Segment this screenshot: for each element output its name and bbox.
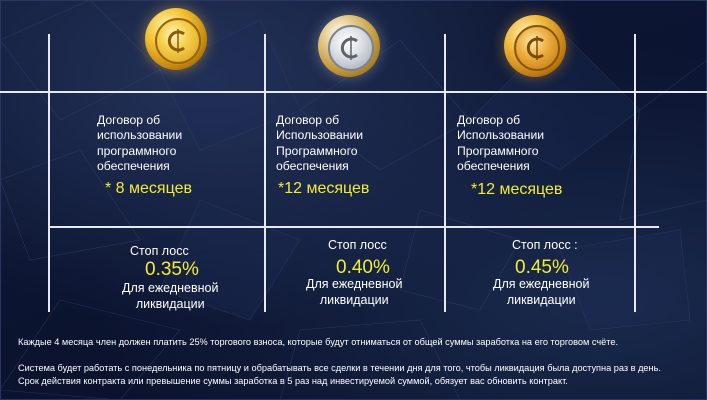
liquidation-line: ликвидации [135, 296, 205, 311]
stop-loss-percent-1: 0.35% [145, 259, 199, 280]
contract-title-1: Договор об использовании программного об… [97, 113, 182, 174]
contract-line: Договор об [457, 113, 521, 127]
grid-line-right [634, 34, 636, 312]
stop-loss-label-1: Стоп лосс [130, 244, 189, 258]
contract-line: использовании [97, 128, 183, 143]
fee-note: Каждые 4 месяца член должен платить 25% … [18, 337, 619, 347]
liquidation-note-3: Для ежедневной ликвидации [493, 277, 589, 308]
liquidation-note-1: Для ежедневной ликвидации [122, 281, 218, 312]
liquidation-line: ликвидации [319, 292, 389, 307]
stop-loss-label-3: Стоп лосс : [512, 238, 578, 252]
contract-title-2: Договор об Использовании Программного об… [276, 113, 363, 174]
liquidation-line: ликвидации [506, 292, 576, 307]
grid-line-center-right [444, 34, 446, 312]
contract-duration-3: *12 месяцев [471, 181, 563, 198]
contract-line: программного [97, 143, 177, 158]
stop-loss-percent-2: 0.40% [336, 257, 390, 278]
contract-line: обеспечения [276, 158, 349, 173]
contract-line: Договор об [276, 113, 340, 127]
stop-loss-percent-3: 0.45% [515, 257, 569, 278]
liquidation-note-2: Для ежедневной ликвидации [306, 277, 402, 308]
grid-line-middle [48, 226, 659, 228]
bronze-coin-icon [504, 15, 566, 77]
grid-line-left [48, 34, 50, 312]
contract-line: Программного [457, 143, 539, 158]
contract-line: обеспечения [457, 158, 530, 173]
liquidation-line: Для ежедневной [493, 277, 590, 291]
contract-renewal-note: Срок действия контракта или превышение с… [18, 376, 568, 386]
contract-line: обеспечения [97, 158, 170, 173]
silver-coin-icon [318, 15, 380, 77]
stop-loss-label-2: Стоп лосс [328, 238, 387, 252]
liquidation-line: Для ежедневной [122, 281, 219, 295]
contract-line: Использовании [276, 128, 364, 143]
contract-line: Программного [276, 143, 358, 158]
gold-coin-icon [145, 8, 207, 70]
grid-line-center-left [264, 34, 266, 312]
contract-line: Использовании [457, 128, 545, 143]
liquidation-line: Для ежедневной [306, 277, 403, 291]
schedule-note: Система будет работать с понедельника по… [18, 363, 661, 373]
contract-title-3: Договор об Использовании Программного об… [457, 113, 544, 174]
contract-line: Договор об [97, 113, 161, 127]
contract-duration-1: * 8 месяцев [105, 180, 192, 197]
contract-duration-2: *12 месяцев [278, 180, 370, 197]
grid-line-top [0, 91, 707, 93]
